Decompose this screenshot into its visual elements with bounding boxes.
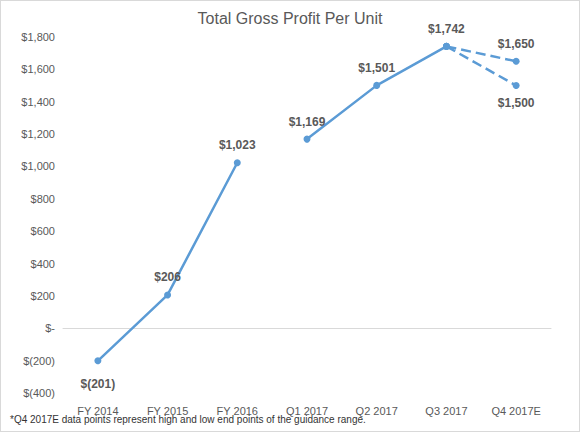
svg-text:FY 2014: FY 2014 [77, 404, 119, 417]
svg-text:$1,400: $1,400 [21, 96, 55, 108]
svg-text:$(201): $(201) [81, 377, 116, 391]
svg-text:$200: $200 [31, 290, 55, 302]
svg-text:Q2 2017: Q2 2017 [355, 404, 398, 417]
svg-text:$1,742: $1,742 [428, 22, 465, 36]
svg-text:$1,023: $1,023 [219, 138, 256, 152]
svg-text:$1,650: $1,650 [498, 37, 535, 51]
svg-text:Total Gross Profit Per Unit: Total Gross Profit Per Unit [198, 10, 384, 27]
svg-text:$-: $- [45, 322, 55, 334]
svg-text:FY 2015: FY 2015 [146, 404, 189, 417]
svg-text:Q3 2017: Q3 2017 [425, 405, 467, 417]
svg-text:$1,000: $1,000 [21, 160, 55, 172]
svg-text:$800: $800 [31, 193, 55, 205]
svg-text:$1,500: $1,500 [498, 96, 535, 110]
svg-text:$1,169: $1,169 [289, 115, 326, 129]
svg-text:$1,501: $1,501 [358, 61, 395, 75]
svg-text:Q4 2017E: Q4 2017E [491, 405, 541, 417]
svg-text:$(400): $(400) [23, 387, 55, 399]
svg-text:*Q4 2017E data points represen: *Q4 2017E data points represent high and… [10, 414, 366, 425]
svg-text:$600: $600 [31, 225, 55, 237]
svg-text:$1,200: $1,200 [21, 128, 55, 140]
svg-text:$1,800: $1,800 [21, 31, 55, 43]
svg-text:FY 2016: FY 2016 [216, 404, 258, 417]
svg-text:$(200): $(200) [23, 355, 55, 367]
svg-text:$206: $206 [154, 270, 181, 284]
svg-text:$1,600: $1,600 [21, 63, 55, 75]
svg-text:$400: $400 [31, 258, 55, 270]
svg-text:Q1 2017: Q1 2017 [285, 404, 329, 417]
